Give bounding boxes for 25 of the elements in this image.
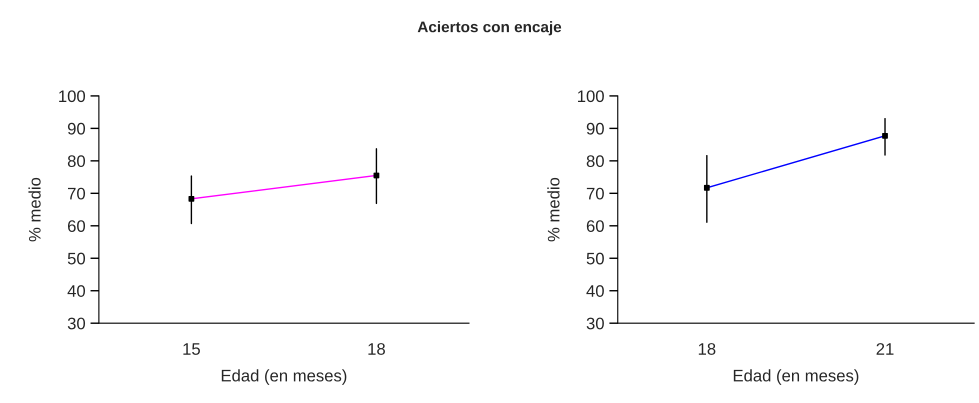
y-axis-title: % medio (28, 178, 41, 242)
y-tick-label: 70 (68, 188, 86, 200)
y-tick-label: 50 (68, 252, 86, 264)
y-tick-label: 70 (586, 188, 604, 200)
y-tick-label: 30 (586, 318, 604, 330)
chart-title: Aciertos con encaje (418, 21, 562, 36)
y-tick-label: 50 (586, 252, 604, 264)
x-axis-title: Edad (en meses) (734, 369, 858, 385)
y-tick-label: 80 (68, 155, 86, 168)
y-tick-label: 60 (586, 220, 604, 232)
y-tick-label: 40 (586, 285, 604, 297)
y-tick-label: 80 (586, 155, 604, 168)
y-tick-label: 30 (68, 318, 86, 330)
y-tick-label: 40 (68, 285, 86, 297)
y-tick-label: 90 (68, 122, 86, 135)
y-tick-label: 60 (68, 220, 86, 232)
y-tick-label: 100 (578, 90, 604, 102)
x-tick-label: 18 (698, 343, 716, 355)
x-tick-label: 21 (876, 343, 894, 355)
x-axis-title: Edad (en meses) (222, 369, 346, 385)
y-tick-label: 90 (586, 122, 604, 135)
x-tick-label: 18 (368, 343, 385, 355)
y-axis-title: % medio (547, 178, 560, 242)
x-tick-label: 15 (183, 343, 200, 355)
y-tick-label: 100 (59, 90, 86, 102)
